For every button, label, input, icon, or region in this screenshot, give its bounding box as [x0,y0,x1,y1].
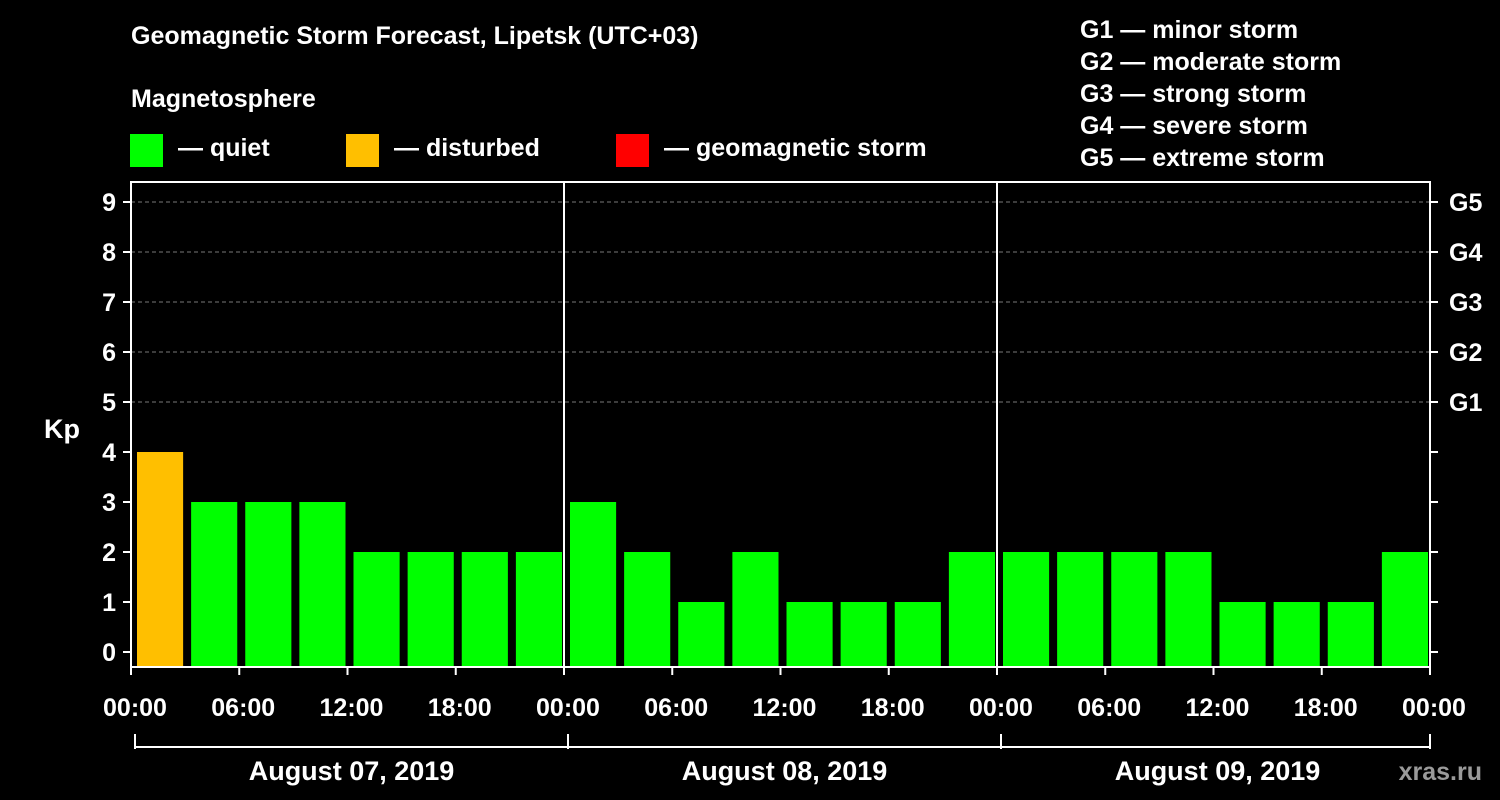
y-tick-label: 4 [102,439,116,467]
legend-swatch-disturbed [346,134,379,167]
date-label: August 09, 2019 [1115,756,1321,786]
kp-bar-2 [245,502,292,667]
date-label: August 08, 2019 [682,756,888,786]
kp-bar-12 [786,602,833,667]
kp-bar-9 [624,552,671,667]
x-tick-label: 12:00 [320,694,384,722]
x-tick-label: 00:00 [536,694,600,722]
kp-bar-15 [948,552,995,667]
y-tick-label: 3 [102,489,116,517]
y-tick-label: 1 [102,589,116,617]
kp-bar-8 [570,502,617,667]
g-level-label: G1 [1449,389,1482,417]
g-scale-item-g1: G1 — minor storm [1080,16,1299,44]
magnetosphere-label: Magnetosphere [131,85,316,113]
y-tick-label: 9 [102,189,116,217]
y-tick-label: 5 [102,389,116,417]
y-tick-label: 2 [102,539,116,567]
x-tick-label: 00:00 [1402,694,1466,722]
y-tick-label: 6 [102,339,116,367]
kp-bar-3 [299,502,346,667]
kp-bar-14 [894,602,941,667]
y-axis-label: Kp [44,414,80,444]
kp-bar-20 [1219,602,1266,667]
kp-bar-19 [1165,552,1212,667]
kp-bar-17 [1057,552,1104,667]
kp-bar-5 [407,552,454,667]
x-tick-label: 12:00 [1186,694,1250,722]
x-tick-label: 12:00 [753,694,817,722]
kp-bar-16 [1003,552,1050,667]
kp-bar-11 [732,552,779,667]
g-level-label: G4 [1449,239,1482,267]
x-tick-label: 00:00 [103,694,167,722]
legend-label-disturbed: — disturbed [394,134,540,162]
kp-bar-22 [1327,602,1374,667]
x-tick-label: 06:00 [1077,694,1141,722]
kp-bar-7 [515,552,562,667]
kp-bar-10 [678,602,725,667]
y-tick-label: 0 [102,639,116,667]
grid-lines [131,201,1430,403]
x-tick-label: 18:00 [1294,694,1358,722]
g-level-label: G2 [1449,339,1482,367]
legend-swatch-storm [616,134,649,167]
g-scale-item-g2: G2 — moderate storm [1080,48,1342,76]
chart-title: Geomagnetic Storm Forecast, Lipetsk (UTC… [131,22,699,50]
x-tick-label: 00:00 [969,694,1033,722]
g-scale-item-g5: G5 — extreme storm [1080,144,1325,172]
bars [137,452,1428,667]
date-label: August 07, 2019 [249,756,455,786]
kp-bar-18 [1111,552,1158,667]
x-tick-label: 18:00 [428,694,492,722]
kp-bar-13 [840,602,887,667]
legend-label-quiet: — quiet [178,134,270,162]
axes: 0 1 2 3 4 5 6 7 8 9 G1 G2 G3 G4 G5 00:00 06:00 12:00 18:00… [102,181,1482,786]
kp-bar-23 [1381,552,1428,667]
g-scale-item-g3: G3 — strong storm [1080,80,1307,108]
watermark: xras.ru [1399,758,1482,786]
kp-bar-1 [191,502,238,667]
kp-bar-21 [1273,602,1320,667]
g-level-label: G5 [1449,189,1482,217]
kp-bar-0 [137,452,184,667]
x-tick-label: 06:00 [644,694,708,722]
y-tick-label: 8 [102,239,116,267]
g-level-label: G3 [1449,289,1482,317]
x-tick-label: 18:00 [861,694,925,722]
kp-bar-4 [353,552,400,667]
x-tick-label: 06:00 [211,694,275,722]
legend-label-storm: — geomagnetic storm [664,134,927,162]
legend-swatch-quiet [130,134,163,167]
kp-bar-6 [461,552,508,667]
g-scale-item-g4: G4 — severe storm [1080,112,1308,140]
y-tick-label: 7 [102,289,116,317]
